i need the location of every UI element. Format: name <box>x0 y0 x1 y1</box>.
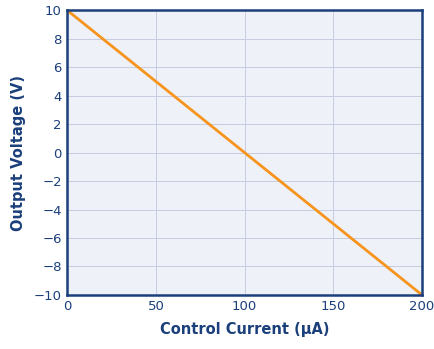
X-axis label: Control Current (μA): Control Current (μA) <box>160 322 329 337</box>
Y-axis label: Output Voltage (V): Output Voltage (V) <box>10 75 26 231</box>
